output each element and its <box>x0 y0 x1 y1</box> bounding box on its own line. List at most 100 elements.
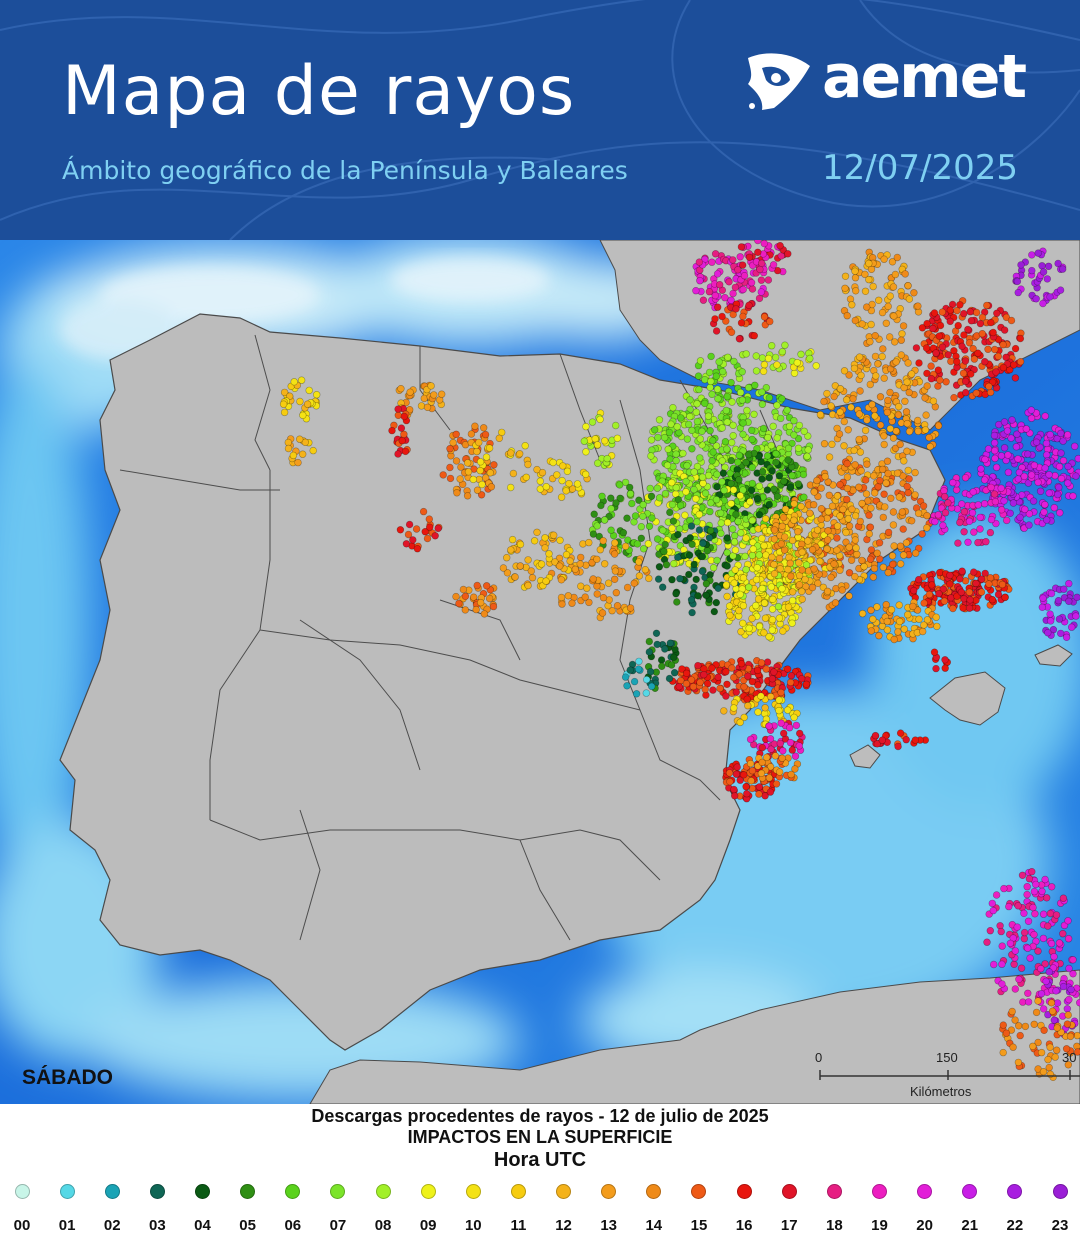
lightning-strike-dot <box>482 453 491 461</box>
lightning-strike-dot <box>1034 997 1042 1005</box>
lightning-strike-dot <box>847 403 855 412</box>
lightning-strike-dot <box>852 544 860 552</box>
lightning-strike-dot <box>709 564 718 572</box>
lightning-strike-dot <box>880 432 888 440</box>
lightning-strike-dot <box>731 283 740 292</box>
lightning-strike-dot <box>891 270 900 279</box>
lightning-strike-dot <box>823 536 832 544</box>
lightning-strike-dot <box>848 505 856 513</box>
lightning-strike-dot <box>845 371 853 379</box>
lightning-strike-dot <box>536 477 544 485</box>
lightning-strike-dot <box>1055 463 1064 471</box>
lightning-strike-dot <box>564 592 572 600</box>
lightning-strike-dot <box>303 400 312 408</box>
lightning-strike-dot <box>600 437 609 445</box>
lightning-strike-dot <box>783 406 791 414</box>
page-subtitle: Ámbito geográfico de la Península y Bale… <box>62 156 628 185</box>
lightning-strike-dot <box>1000 418 1009 426</box>
lightning-strike-dot <box>991 498 1000 506</box>
lightning-strike-dot <box>1065 995 1073 1004</box>
lightning-strike-dot <box>729 673 738 682</box>
lightning-strike-dot <box>516 540 525 549</box>
lightning-strike-dot <box>842 538 850 546</box>
lightning-strike-dot <box>748 516 756 525</box>
lightning-strike-dot <box>613 434 622 443</box>
lightning-strike-dot <box>775 706 783 715</box>
lightning-strike-dot <box>810 565 818 573</box>
lightning-strike-dot <box>698 567 707 576</box>
lightning-strike-dot <box>695 510 703 519</box>
lightning-strike-dot <box>716 684 724 693</box>
lightning-strike-dot <box>600 516 609 524</box>
legend-swatch <box>375 1184 391 1199</box>
lightning-strike-dot <box>507 483 515 492</box>
legend-title-line2: IMPACTOS EN LA SUPERFICIE <box>407 1127 673 1147</box>
lightning-strike-dot <box>463 492 472 500</box>
lightning-strike-dot <box>290 378 298 386</box>
lightning-strike-dot <box>997 452 1006 460</box>
lightning-strike-dot <box>748 285 757 293</box>
lightning-strike-dot <box>1024 479 1033 487</box>
lightning-strike-dot <box>412 525 421 533</box>
lightning-strike-dot <box>669 404 677 412</box>
lightning-strike-dot <box>751 381 759 390</box>
lightning-strike-dot <box>940 597 949 605</box>
lightning-strike-dot <box>645 522 654 530</box>
lightning-strike-dot <box>770 485 778 493</box>
lightning-strike-dot <box>992 463 1001 472</box>
legend-swatch <box>149 1184 165 1199</box>
lightning-strike-dot <box>729 289 737 298</box>
lightning-strike-dot <box>758 354 767 362</box>
lightning-strike-dot <box>941 509 950 517</box>
lightning-strike-dot <box>439 471 447 479</box>
lightning-strike-dot <box>773 401 781 410</box>
lightning-strike-dot <box>673 423 681 431</box>
lightning-strike-dot <box>1070 442 1079 451</box>
lightning-strike-dot <box>1052 911 1061 919</box>
lightning-strike-dot <box>588 418 597 426</box>
lightning-strike-dot <box>884 302 892 311</box>
lightning-strike-dot <box>744 702 752 710</box>
lightning-strike-dot <box>990 490 999 498</box>
lightning-strike-dot <box>901 397 909 406</box>
lightning-strike-dot <box>1014 288 1022 297</box>
lightning-strike-dot <box>966 596 974 604</box>
lightning-strike-dot <box>765 500 773 509</box>
lightning-strike-dot <box>533 528 541 536</box>
lightning-strike-dot <box>1059 456 1068 465</box>
lightning-strike-dot <box>903 419 911 428</box>
lightning-strike-dot <box>993 309 1001 318</box>
lightning-strike-dot <box>660 547 668 556</box>
legend-hour-label: 15 <box>690 1217 708 1234</box>
lightning-strike-dot <box>960 595 968 603</box>
lightning-strike-dot <box>914 427 922 436</box>
lightning-strike-dot <box>843 495 851 504</box>
lightning-strike-dot <box>863 460 871 468</box>
lightning-strike-dot <box>396 526 405 534</box>
lightning-strike-dot <box>528 574 537 582</box>
lightning-strike-dot <box>750 410 758 419</box>
lightning-strike-dot <box>876 393 885 401</box>
lightning-strike-dot <box>820 397 828 406</box>
lightning-strike-dot <box>670 669 679 677</box>
lightning-strike-dot <box>893 253 901 262</box>
lightning-strike-dot <box>775 614 784 622</box>
lightning-strike-dot <box>1042 439 1051 448</box>
lightning-strike-dot <box>773 361 781 369</box>
lightning-strike-dot <box>880 490 888 498</box>
lightning-strike-dot <box>835 430 844 438</box>
lightning-strike-dot <box>989 328 997 337</box>
page-title: Mapa de rayos <box>62 52 576 131</box>
lightning-strike-dot <box>840 367 849 375</box>
legend-item-19: 19 <box>857 1184 901 1234</box>
lightning-strike-dot <box>692 575 700 584</box>
lightning-strike-dot <box>487 483 496 491</box>
lightning-strike-dot <box>1027 406 1036 414</box>
lightning-strike-dot <box>887 606 896 614</box>
lightning-strike-dot <box>726 777 734 786</box>
lightning-strike-dot <box>768 595 777 603</box>
lightning-strike-dot <box>742 565 750 574</box>
lightning-strike-dot <box>886 292 894 300</box>
lightning-strike-dot <box>922 411 930 419</box>
lightning-strike-dot <box>687 522 696 530</box>
